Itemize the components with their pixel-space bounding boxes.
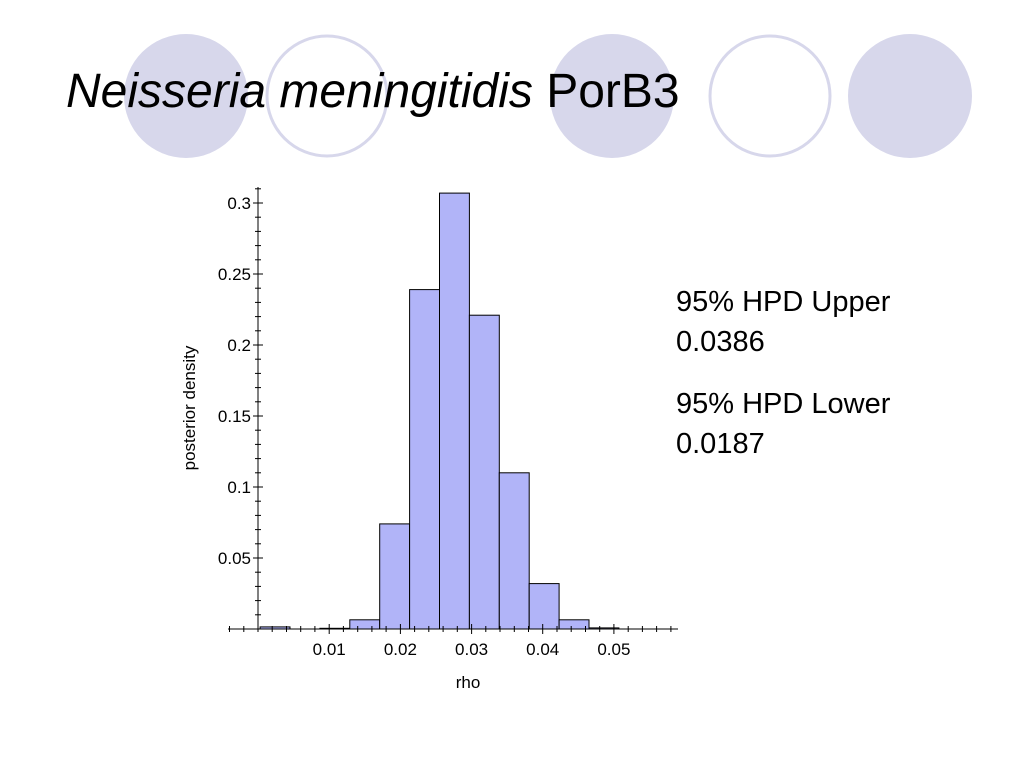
y-tick-label: 0.05 [218, 549, 251, 568]
x-axis-label: rho [456, 673, 481, 692]
bar [409, 289, 441, 630]
deco-circle-filled [124, 34, 248, 158]
bars-group [259, 192, 620, 630]
slide-title: Neisseria meningitidis PorB3 [66, 64, 680, 119]
bar [528, 583, 560, 630]
bar [379, 523, 411, 630]
hpd-lower-value: 0.0187 [676, 428, 765, 460]
bar [468, 314, 500, 630]
bar [498, 472, 530, 630]
x-tick-label: 0.05 [597, 640, 630, 659]
title-plain: PorB3 [546, 65, 680, 118]
x-tick-label: 0.01 [313, 640, 346, 659]
title-italic: Neisseria meningitidis [66, 65, 533, 118]
x-tick-label: 0.04 [526, 640, 559, 659]
x-tick-label: 0.03 [455, 640, 488, 659]
y-tick-label: 0.15 [218, 407, 251, 426]
hpd-upper-value: 0.0386 [676, 326, 765, 358]
y-tick-label: 0.2 [227, 336, 251, 355]
deco-circle-ring [708, 34, 832, 158]
hpd-annotations: 95% HPD Upper 0.0386 95% HPD Lower 0.018… [676, 282, 890, 486]
tick-labels-group: 0.01 0.02 0.03 0.04 0.05 0.05 0.1 0.15 0.2 0.25 0.… [218, 194, 631, 659]
bar [349, 619, 381, 630]
deco-circle-filled [848, 34, 972, 158]
hpd-lower-label: 95% HPD Lower [676, 388, 891, 420]
x-tick-label: 0.02 [384, 640, 417, 659]
hpd-upper-label: 95% HPD Upper [676, 286, 891, 318]
bar [439, 192, 470, 630]
y-tick-label: 0.3 [227, 194, 251, 213]
axes-group [228, 187, 678, 634]
y-axis-label: posterior density [180, 345, 199, 470]
y-tick-label: 0.25 [218, 265, 251, 284]
bar [558, 619, 590, 630]
deco-circle-filled [550, 34, 674, 158]
y-tick-label: 0.1 [227, 478, 251, 497]
deco-circle-ring [265, 34, 389, 158]
